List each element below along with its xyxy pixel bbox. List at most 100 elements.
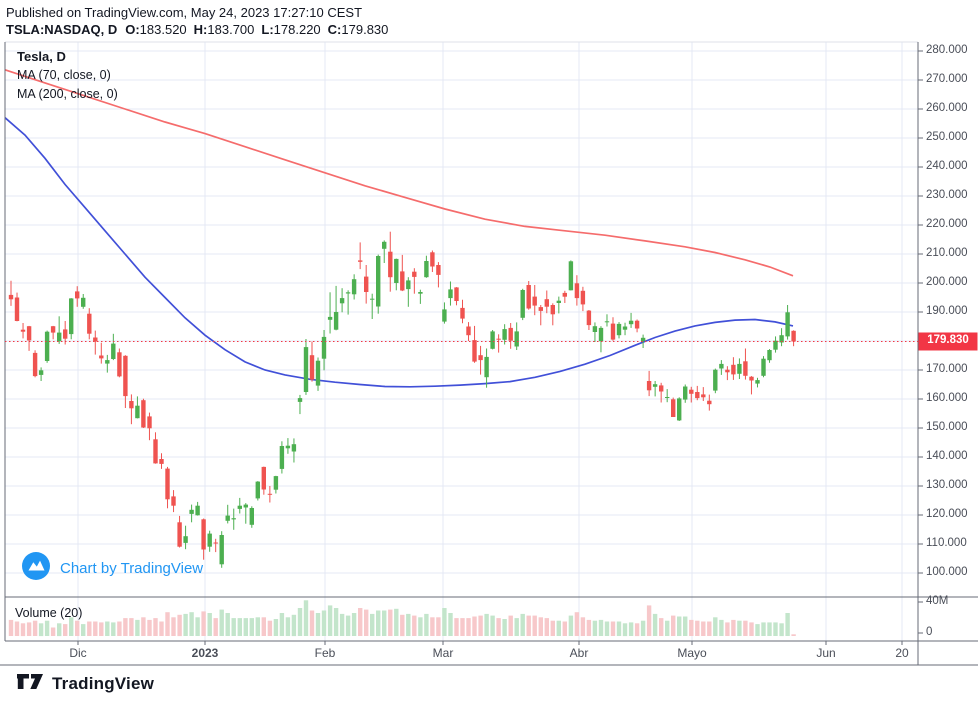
candle-body [472,340,477,362]
header: Published on TradingView.com, May 24, 20… [6,4,395,39]
candle-body [171,496,176,506]
volume-bar [731,619,736,636]
volume-bar [502,619,507,636]
volume-bar [538,617,543,636]
volume-bar [183,613,188,636]
legend-ma200-label: MA (200, close, 0) [17,87,118,101]
candle-body [707,400,712,405]
volume-bar [767,622,772,636]
candle-body [129,401,134,409]
candle-body [243,504,248,508]
volume-bar [550,620,555,636]
candle-body [695,392,700,399]
volume-bar [135,619,140,636]
candle-body [490,331,495,349]
volume-bar [141,617,146,636]
volume-bar [496,618,501,636]
volume-bar [8,619,14,636]
candle-body [231,518,236,520]
price-axis-label: 230.000 [926,189,968,201]
time-axis-label: Jun [816,646,836,660]
volume-bar [490,615,495,636]
volume-bar [532,615,537,636]
volume-bar [38,623,44,637]
volume-bar [44,620,50,636]
volume-bar [418,617,423,636]
volume-bar [520,613,525,636]
candle-body [737,363,742,374]
candle-body [75,291,80,299]
candle-body [345,292,351,294]
volume-bar [598,619,604,636]
price-axis-label: 160.000 [926,392,968,404]
watermark-label: Chart by TradingView [60,560,204,577]
candle-body [364,276,369,292]
volume-bar [785,613,790,636]
candle-body [44,331,50,361]
volume-bar [81,624,86,636]
volume-bar [123,618,128,636]
volume-bar [231,618,236,636]
candle-body [81,297,86,307]
volume-bar [424,613,429,636]
volume-bar [327,605,333,636]
candle-body [153,439,158,464]
candle-body [580,290,586,305]
candle-body [57,332,62,342]
candle-body [460,307,465,319]
volume-bar [400,614,405,637]
legend-symbol-title: Tesla, D [17,49,66,64]
candle-body [671,399,676,417]
volume-bar [358,608,363,636]
candle-body [502,329,507,340]
price-axis-label: 260.000 [926,102,968,114]
volume-bar [761,622,766,636]
candle-body [743,361,748,376]
volume-bar [339,613,345,636]
candle-body [14,297,20,321]
volume-bar [364,609,369,636]
price-axis-label: 130.000 [926,479,968,491]
legend-ma70-label: MA (70, close, 0) [17,68,111,82]
volume-bar [412,615,417,636]
candle-body [87,313,92,334]
candle-body [105,360,110,364]
candle-body [351,279,357,295]
candle-body [436,265,441,275]
candle-body [430,252,435,267]
volume-bar [659,618,664,636]
candle-body [526,285,531,309]
volume-bar [719,619,724,636]
candle-body [165,468,170,500]
candle-body [755,380,760,384]
volume-bar [129,618,134,636]
candle-body [779,335,784,343]
candle-body [135,405,140,419]
candle-body [20,329,26,332]
open-value: 183.520 [139,22,187,37]
volume-bar [610,621,616,636]
time-axis-label: Feb [314,646,336,660]
candle-body [677,398,682,421]
candle-body [646,381,652,391]
volume-bar [105,621,110,636]
volume-bar [309,610,315,636]
last-price-badge-bg [918,332,978,351]
candle-body [261,466,266,490]
candle-body [141,400,146,428]
volume-bar [406,613,411,636]
volume-bar [297,608,303,636]
candle-body [123,355,128,397]
volume-bar [707,621,712,636]
volume-bar [99,622,104,636]
volume-bar [442,608,447,636]
price-axis-label: 210.000 [926,247,968,259]
candle-body [315,360,321,386]
price-axis-label: 170.000 [926,363,968,375]
volume-bar [484,613,489,636]
chart-by-tradingview-link[interactable]: Chart by TradingView [21,551,203,586]
volume-bar [508,615,513,636]
time-axis-label: Mar [432,646,454,660]
tradingview-footer-logo[interactable]: TradingView [16,673,154,695]
close-label: C: [327,22,342,37]
